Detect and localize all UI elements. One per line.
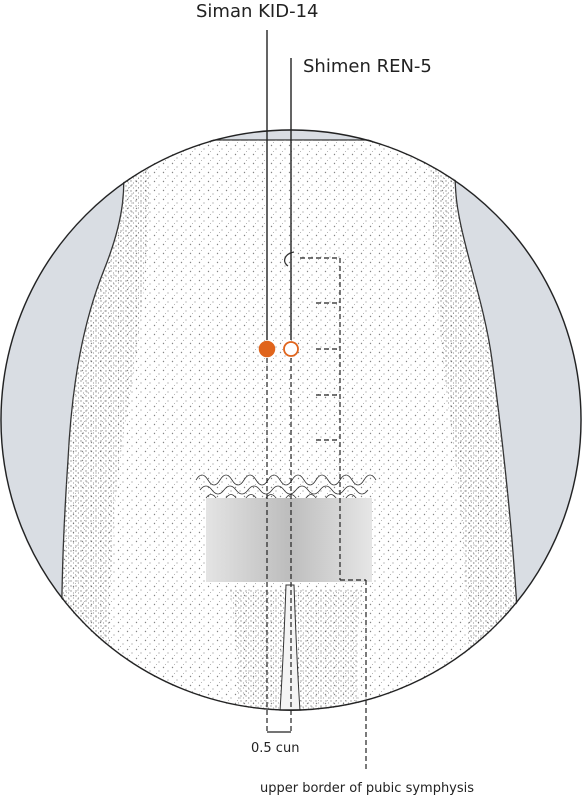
pubic-symphysis-label: upper border of pubic symphysis: [260, 781, 474, 796]
navel: [283, 251, 295, 267]
siman-point-marker: [258, 340, 276, 358]
shimen-point-marker: [283, 341, 299, 357]
blurred-region: [206, 498, 372, 582]
half-cun-bracket: [266, 358, 292, 733]
siman-label: Siman KID-14: [196, 1, 319, 22]
cun-measurement-scale: [300, 257, 341, 580]
half-cun-label: 0.5 cun: [251, 741, 299, 756]
shimen-label: Shimen REN-5: [303, 56, 432, 77]
